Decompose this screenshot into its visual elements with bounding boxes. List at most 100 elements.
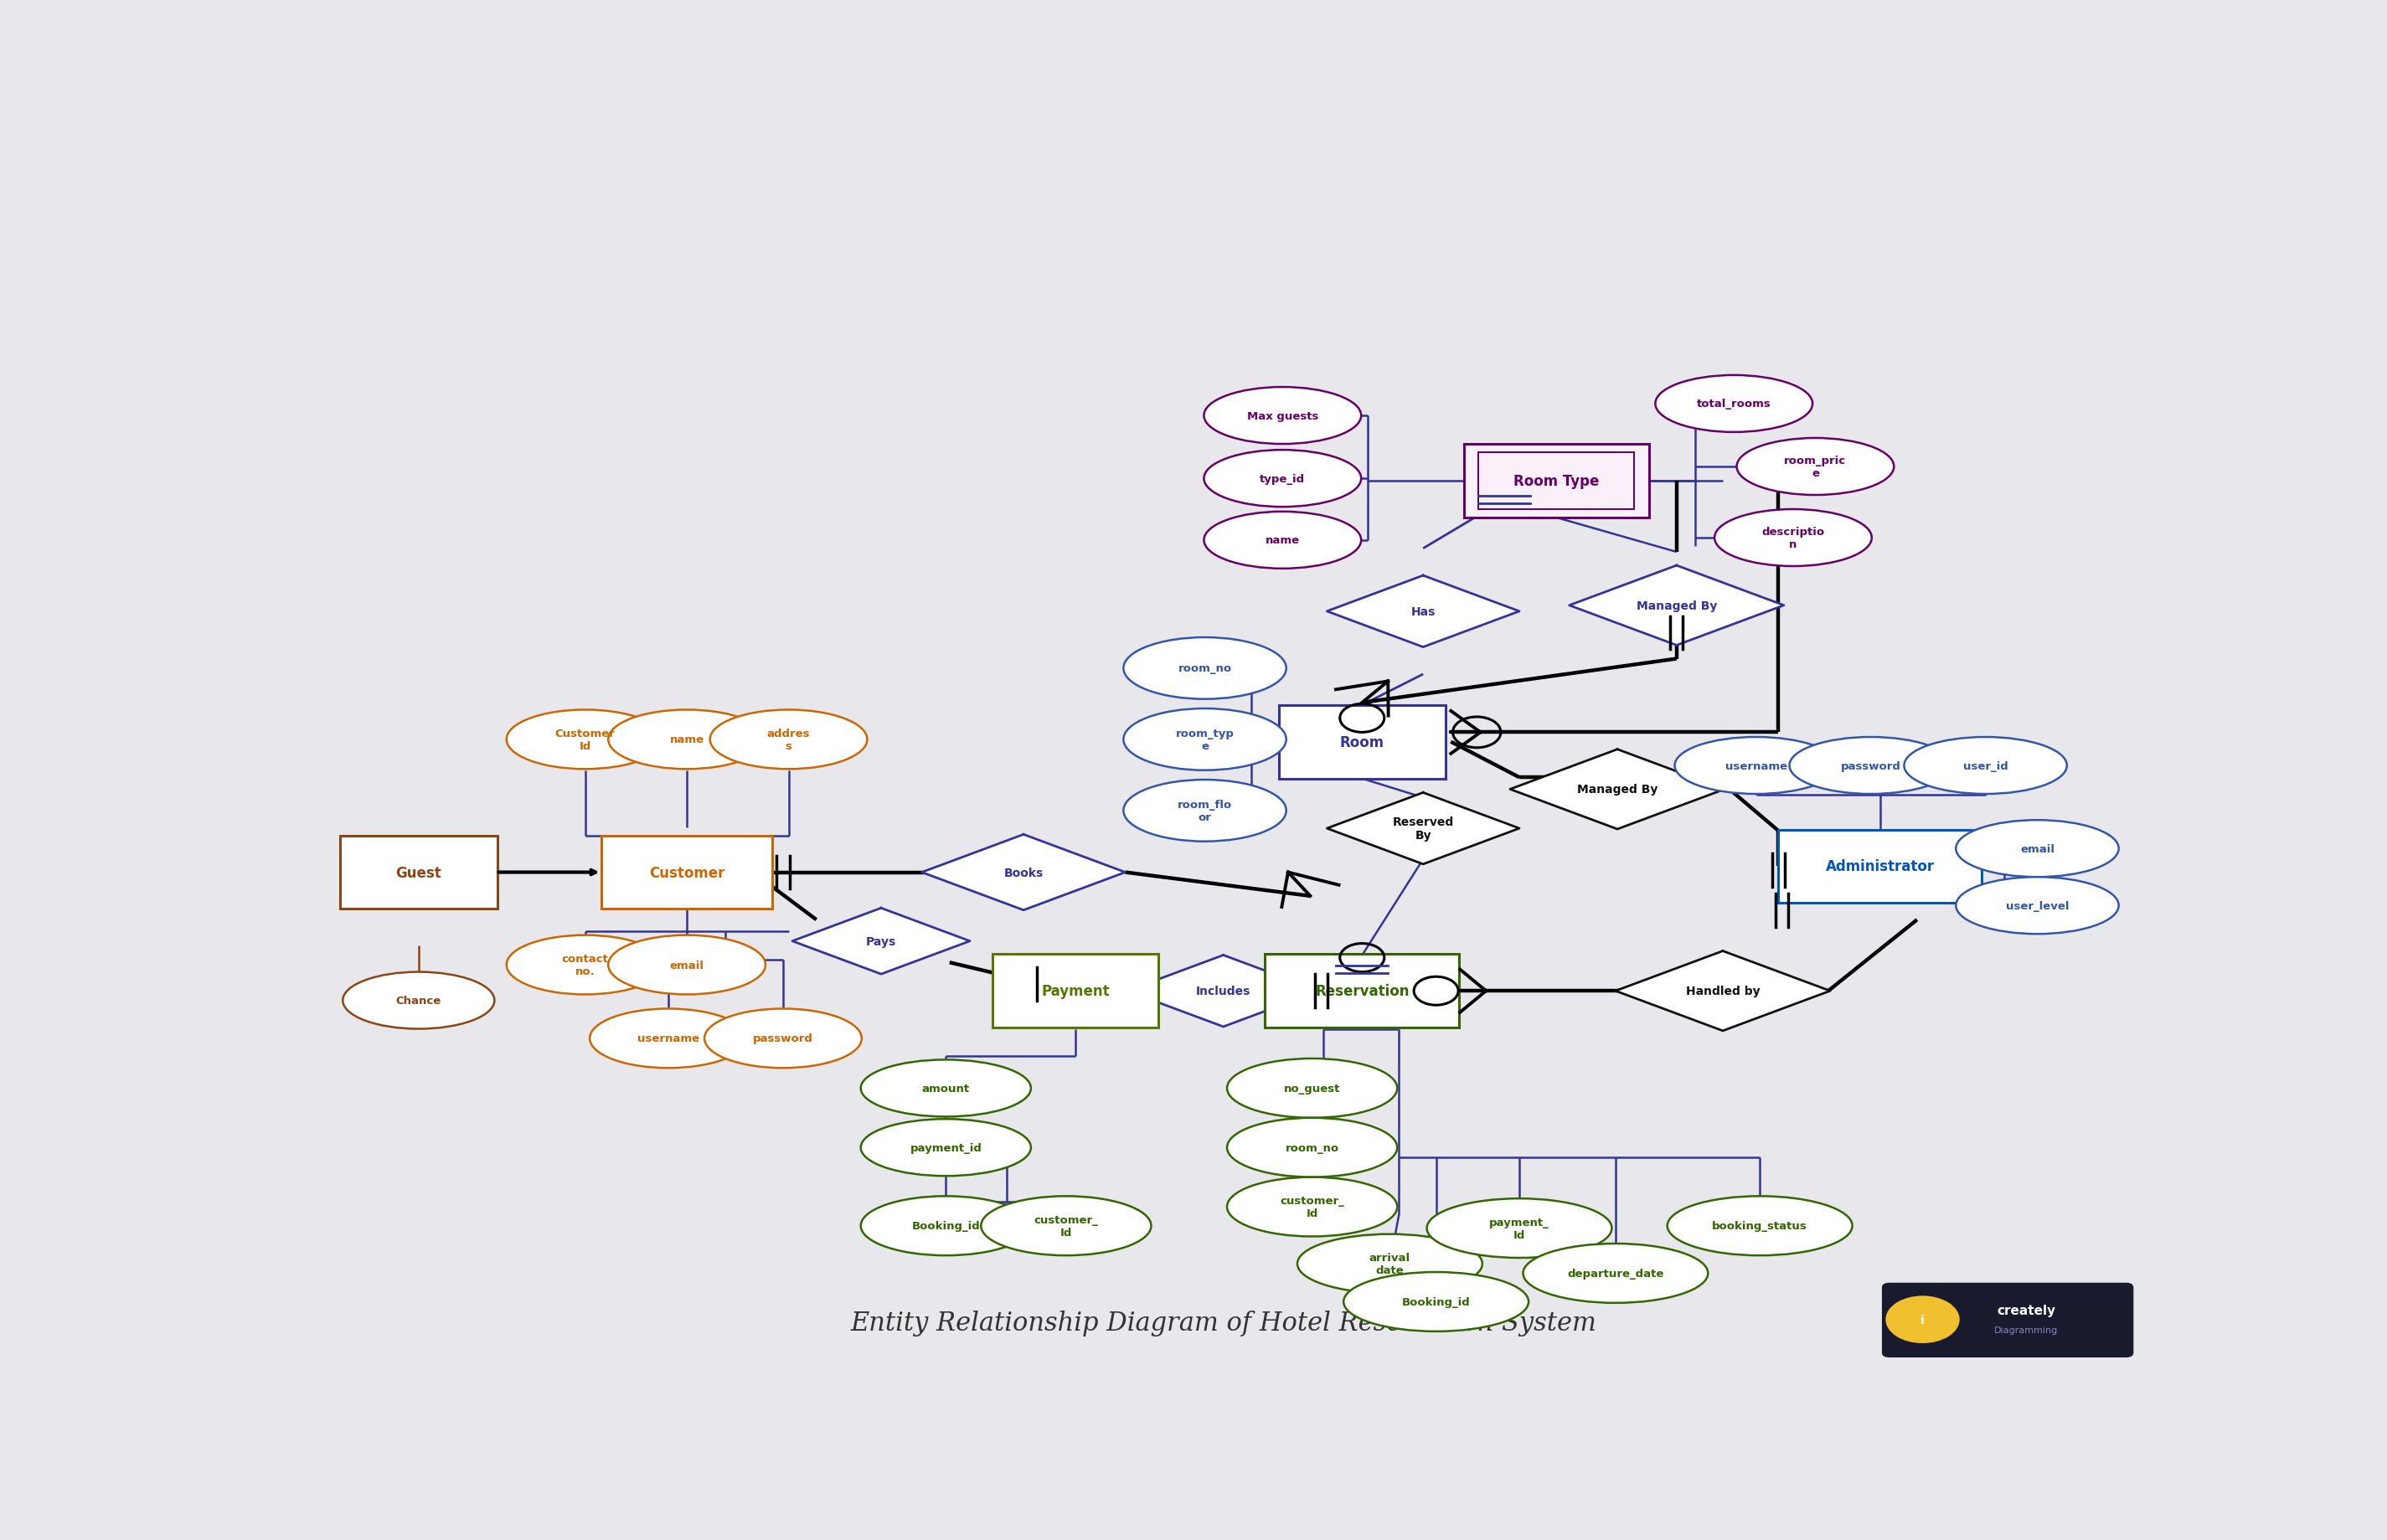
Ellipse shape xyxy=(1955,878,2120,935)
Ellipse shape xyxy=(609,710,766,770)
Text: Max guests: Max guests xyxy=(1246,411,1318,422)
Text: Booking_id: Booking_id xyxy=(912,1221,981,1232)
Ellipse shape xyxy=(862,1120,1031,1177)
Text: Booking_id: Booking_id xyxy=(1401,1297,1470,1307)
Text: Customer
Id: Customer Id xyxy=(556,728,616,752)
Ellipse shape xyxy=(1676,738,1838,795)
FancyBboxPatch shape xyxy=(1463,445,1649,517)
Text: password: password xyxy=(752,1033,814,1044)
Text: name: name xyxy=(1265,534,1301,547)
Text: contact
no.: contact no. xyxy=(561,953,609,976)
Ellipse shape xyxy=(1203,513,1361,568)
Ellipse shape xyxy=(1227,1177,1396,1237)
Text: customer_
Id: customer_ Id xyxy=(1034,1214,1098,1238)
Text: Pays: Pays xyxy=(866,935,895,947)
Text: Includes: Includes xyxy=(1196,986,1251,996)
Ellipse shape xyxy=(506,710,664,770)
Text: booking_status: booking_status xyxy=(1711,1221,1807,1232)
Text: room_flo
or: room_flo or xyxy=(1177,799,1232,822)
Text: Guest: Guest xyxy=(396,865,442,879)
Polygon shape xyxy=(1511,750,1726,830)
Text: no_guest: no_guest xyxy=(1284,1083,1341,1093)
Ellipse shape xyxy=(590,1009,747,1069)
Text: Diagramming: Diagramming xyxy=(1993,1326,2058,1335)
Ellipse shape xyxy=(344,972,494,1029)
Text: Customer: Customer xyxy=(649,865,726,879)
Ellipse shape xyxy=(1124,638,1287,699)
Text: Reserved
By: Reserved By xyxy=(1392,816,1454,841)
Text: room_no: room_no xyxy=(1177,664,1232,675)
Text: name: name xyxy=(671,735,704,745)
Text: user_id: user_id xyxy=(1962,761,2007,772)
Polygon shape xyxy=(1327,576,1518,647)
Text: username: username xyxy=(637,1033,699,1044)
Text: Books: Books xyxy=(1005,867,1043,878)
Polygon shape xyxy=(792,909,969,975)
Ellipse shape xyxy=(1905,738,2067,795)
Ellipse shape xyxy=(1124,781,1287,842)
Ellipse shape xyxy=(1203,388,1361,445)
Text: Administrator: Administrator xyxy=(1826,859,1933,875)
Ellipse shape xyxy=(862,1060,1031,1116)
Text: Reservation: Reservation xyxy=(1315,984,1408,998)
Text: Handled by: Handled by xyxy=(1685,986,1759,996)
Ellipse shape xyxy=(1124,708,1287,770)
Text: Managed By: Managed By xyxy=(1635,601,1716,611)
Ellipse shape xyxy=(506,935,664,995)
Text: i: i xyxy=(1922,1314,1924,1326)
FancyBboxPatch shape xyxy=(1279,705,1444,779)
FancyBboxPatch shape xyxy=(993,955,1158,1027)
Polygon shape xyxy=(1327,793,1518,864)
Ellipse shape xyxy=(1714,510,1871,567)
Text: Room Type: Room Type xyxy=(1513,474,1599,488)
Text: payment_
Id: payment_ Id xyxy=(1489,1217,1549,1240)
Text: departure_date: departure_date xyxy=(1568,1267,1664,1278)
FancyBboxPatch shape xyxy=(602,836,771,909)
Text: creately: creately xyxy=(1998,1304,2055,1317)
Text: Payment: Payment xyxy=(1041,984,1110,998)
Ellipse shape xyxy=(1738,439,1893,496)
FancyBboxPatch shape xyxy=(339,836,496,909)
Polygon shape xyxy=(1616,952,1831,1032)
Text: user_level: user_level xyxy=(2005,901,2070,912)
Ellipse shape xyxy=(1955,821,2120,878)
FancyBboxPatch shape xyxy=(1265,955,1458,1027)
Ellipse shape xyxy=(1227,1058,1396,1118)
Text: customer_
Id: customer_ Id xyxy=(1279,1195,1344,1218)
Text: total_rooms: total_rooms xyxy=(1697,399,1771,410)
Polygon shape xyxy=(1127,955,1320,1027)
Ellipse shape xyxy=(1427,1198,1611,1258)
Text: room_pric
e: room_pric e xyxy=(1783,456,1848,479)
Ellipse shape xyxy=(1227,1118,1396,1177)
FancyBboxPatch shape xyxy=(1881,1283,2134,1358)
FancyBboxPatch shape xyxy=(1778,830,1981,904)
Text: password: password xyxy=(1840,761,1900,772)
Ellipse shape xyxy=(1790,738,1953,795)
Ellipse shape xyxy=(1523,1244,1709,1303)
Ellipse shape xyxy=(709,710,866,770)
Text: Room: Room xyxy=(1339,735,1384,750)
Ellipse shape xyxy=(1344,1272,1528,1332)
Text: descriptio
n: descriptio n xyxy=(1762,527,1824,550)
Ellipse shape xyxy=(1669,1197,1852,1255)
Ellipse shape xyxy=(862,1197,1031,1255)
Text: payment_id: payment_id xyxy=(909,1143,981,1153)
Ellipse shape xyxy=(1203,450,1361,507)
Ellipse shape xyxy=(1654,376,1812,433)
Text: Managed By: Managed By xyxy=(1578,784,1657,796)
Ellipse shape xyxy=(609,935,766,995)
Text: room_typ
e: room_typ e xyxy=(1174,728,1234,752)
Text: email: email xyxy=(671,959,704,970)
Text: username: username xyxy=(1726,761,1788,772)
Text: room_no: room_no xyxy=(1284,1143,1339,1153)
Text: arrival
date: arrival date xyxy=(1370,1252,1411,1275)
Text: amount: amount xyxy=(921,1083,969,1093)
Polygon shape xyxy=(921,835,1124,910)
Text: type_id: type_id xyxy=(1260,473,1306,484)
Ellipse shape xyxy=(1299,1234,1482,1294)
Text: Has: Has xyxy=(1411,605,1435,618)
Circle shape xyxy=(1886,1295,1960,1343)
Text: email: email xyxy=(2019,844,2055,855)
Text: addres
s: addres s xyxy=(766,728,809,752)
Text: Entity Relationship Diagram of Hotel Reservation System: Entity Relationship Diagram of Hotel Res… xyxy=(850,1311,1597,1337)
